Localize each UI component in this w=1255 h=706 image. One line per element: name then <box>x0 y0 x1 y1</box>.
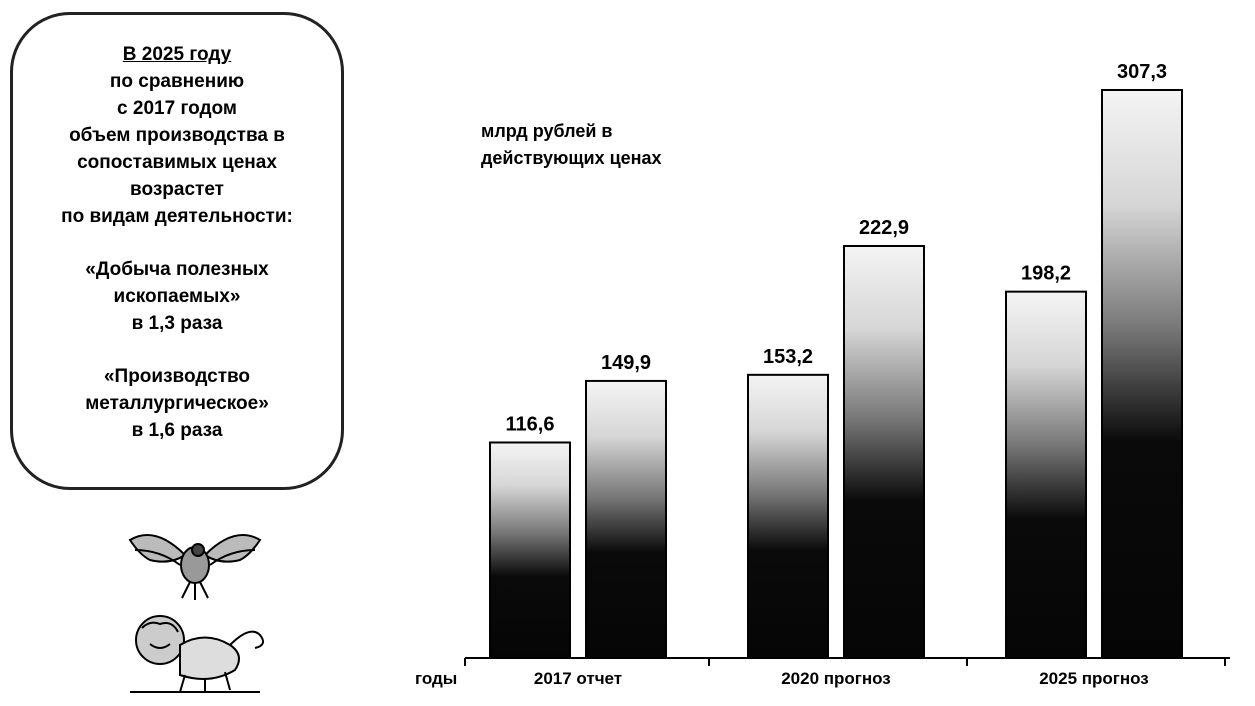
bar-2-0 <box>1005 290 1087 659</box>
unit-label: млрд рублей в действующих ценах <box>481 118 662 172</box>
callout-box: В 2025 году по сравнению с 2017 годом об… <box>10 12 344 490</box>
data-label: 153,2 <box>763 346 813 368</box>
callout-line: по сравнению <box>109 71 245 92</box>
data-label: 198,2 <box>1021 263 1071 285</box>
callout-item1-line: в 1,3 раза <box>131 313 223 334</box>
callout-line: объем производства в <box>69 125 285 146</box>
callout-item2-line: «Производство <box>103 366 251 387</box>
callout-item2-line: металлургическое» <box>85 393 269 414</box>
x-tick-label: 2025 прогноз <box>1039 669 1149 688</box>
callout-line: сопоставимых ценах <box>77 152 277 173</box>
data-label: 116,6 <box>506 413 555 435</box>
emblems <box>128 534 265 693</box>
data-label: 222,9 <box>859 217 909 239</box>
unit-label-line: действующих ценах <box>481 148 662 168</box>
bar-0-0 <box>489 441 571 659</box>
lion-emblem-icon <box>130 615 265 693</box>
callout-item2-line: в 1,6 раза <box>131 420 223 441</box>
callout-line: возрастет <box>130 179 224 200</box>
data-label: 149,9 <box>601 352 651 374</box>
x-axis-prefix: годы <box>415 669 457 688</box>
x-tick-label: 2020 прогноз <box>781 669 891 688</box>
callout-item1-line: ископаемых» <box>113 286 241 307</box>
callout-title: В 2025 году <box>122 44 232 65</box>
bar-0-1 <box>585 379 667 659</box>
eagle-emblem-icon <box>128 534 262 600</box>
x-tick-label: 2017 отчет <box>534 669 622 688</box>
callout-line: с 2017 годом <box>117 98 237 119</box>
unit-label-line: млрд рублей в <box>481 121 613 141</box>
callout-line: по видам деятельности: <box>61 206 293 227</box>
bar-2-1 <box>1101 88 1183 659</box>
bar-1-1 <box>843 244 925 659</box>
bar-1-0 <box>747 373 829 659</box>
callout-item1-line: «Добыча полезных <box>85 259 269 280</box>
data-label: 307,3 <box>1117 61 1167 83</box>
